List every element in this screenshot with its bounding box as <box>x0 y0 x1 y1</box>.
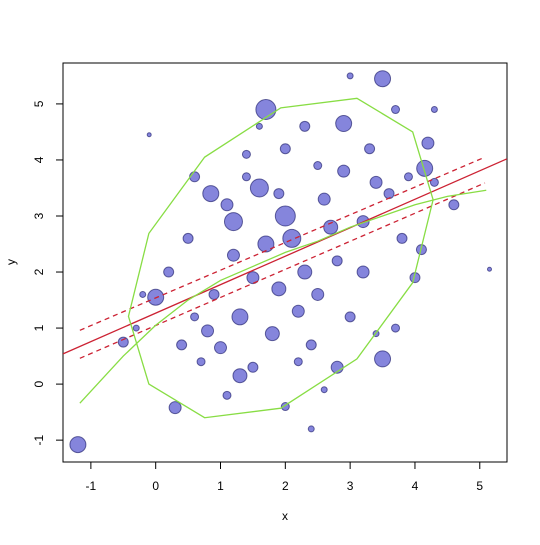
bubble <box>190 312 200 322</box>
bubble <box>305 339 317 351</box>
y-tick-label: 4 <box>32 156 46 163</box>
bubble <box>346 72 354 80</box>
bubble <box>196 357 206 367</box>
bubble <box>176 339 188 351</box>
bubble <box>202 185 220 203</box>
bubble <box>241 172 251 182</box>
x-tick-label: 4 <box>412 479 419 493</box>
bubble <box>320 386 328 394</box>
bubble <box>279 143 291 155</box>
bubble <box>220 198 234 212</box>
bubble <box>246 271 260 285</box>
bubble <box>337 164 351 178</box>
y-axis-title: y <box>4 259 18 265</box>
bubble <box>391 105 401 115</box>
plot-area <box>63 70 507 454</box>
bubble <box>273 188 285 200</box>
bubble <box>232 368 248 384</box>
bubble <box>264 326 280 342</box>
fit-line <box>127 97 434 419</box>
fit-line <box>79 189 487 404</box>
bubble <box>307 425 315 433</box>
bubble <box>335 115 353 133</box>
bubble <box>249 178 269 198</box>
bubble <box>69 436 87 454</box>
fit-line <box>63 158 507 355</box>
bubble <box>430 106 438 114</box>
bubble <box>146 132 152 138</box>
bubble <box>132 324 140 332</box>
x-tick-label: 5 <box>476 479 483 493</box>
bubble <box>356 265 370 279</box>
bubble <box>317 192 331 206</box>
bubble <box>241 149 251 159</box>
bubble <box>383 188 395 200</box>
bubble <box>396 232 408 244</box>
bubble <box>323 219 339 235</box>
bubble <box>247 361 259 373</box>
bubble <box>297 264 313 280</box>
x-tick-label: -1 <box>86 479 97 493</box>
y-tick-label: 0 <box>32 380 46 387</box>
y-tick-label: 2 <box>32 268 46 275</box>
x-axis-title: x <box>282 509 288 523</box>
bubble <box>416 159 434 177</box>
bubble <box>391 323 401 333</box>
bubble <box>274 205 296 227</box>
bubble <box>208 288 220 300</box>
bubble <box>374 70 392 88</box>
x-tick-label: 0 <box>152 479 159 493</box>
bubble <box>168 401 182 415</box>
bubble <box>421 136 435 150</box>
bubble <box>344 311 356 323</box>
bubble <box>255 122 263 130</box>
y-tick-label: 3 <box>32 212 46 219</box>
bubble <box>374 350 392 368</box>
fit-line <box>79 182 486 359</box>
bubble <box>182 232 194 244</box>
x-tick-label: 2 <box>282 479 289 493</box>
bubble <box>201 324 215 338</box>
bubble <box>311 287 325 301</box>
fit-line <box>79 156 486 331</box>
y-tick-label: 1 <box>32 324 46 331</box>
bubble <box>282 228 302 248</box>
bubble <box>364 143 376 155</box>
bubble <box>448 199 460 211</box>
bubble <box>486 266 492 272</box>
bubble <box>223 212 243 232</box>
bubble <box>117 336 129 348</box>
bubble <box>226 248 240 262</box>
x-tick-label: 3 <box>347 479 354 493</box>
bubble <box>257 235 275 253</box>
bubble <box>222 390 232 400</box>
y-tick-label: 5 <box>32 100 46 107</box>
x-tick-label: 1 <box>217 479 224 493</box>
bubble <box>231 308 249 326</box>
bubble <box>299 120 311 132</box>
bubble <box>331 255 343 267</box>
y-tick-label: -1 <box>32 434 46 445</box>
bubble <box>291 304 305 318</box>
bubble <box>369 175 383 189</box>
bubble <box>271 281 287 297</box>
bubble <box>429 177 439 187</box>
bubble <box>163 266 175 278</box>
bubble <box>214 341 228 355</box>
bubble <box>313 161 323 171</box>
bubble <box>255 99 277 121</box>
bubble <box>293 357 303 367</box>
bubble <box>139 290 147 298</box>
bubble <box>403 172 413 182</box>
